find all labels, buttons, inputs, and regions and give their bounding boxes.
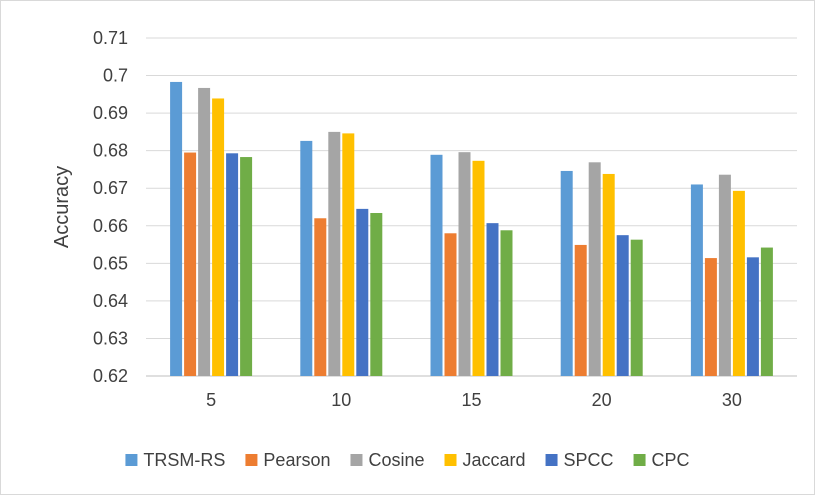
bar-trsm-rs-10 bbox=[300, 140, 313, 376]
bar-trsm-rs-30 bbox=[690, 184, 703, 376]
bar-trsm-rs-20 bbox=[560, 170, 573, 376]
legend-swatch bbox=[444, 454, 457, 466]
x-tick-label: 5 bbox=[206, 390, 216, 410]
x-tick-label: 30 bbox=[722, 390, 742, 410]
legend-label: SPCC bbox=[564, 450, 614, 470]
legend-label: Jaccard bbox=[463, 450, 526, 470]
y-tick-label: 0.7 bbox=[103, 66, 128, 86]
bar-jaccard-20 bbox=[602, 173, 615, 376]
bar-pearson-30 bbox=[704, 258, 717, 376]
bar-spcc-5 bbox=[226, 153, 239, 376]
bar-cosine-5 bbox=[198, 87, 211, 377]
legend: TRSM-RS Pearson Cosine Jaccard SPCC CPC bbox=[125, 450, 690, 470]
bar-cpc-20 bbox=[630, 239, 643, 376]
x-tick-label: 15 bbox=[461, 390, 481, 410]
legend-item-trsm-rs: TRSM-RS bbox=[125, 450, 225, 470]
y-tick-label: 0.66 bbox=[93, 216, 128, 236]
bar-jaccard-15 bbox=[472, 160, 485, 376]
y-tick-label: 0.69 bbox=[93, 103, 128, 123]
legend-swatch bbox=[545, 454, 558, 466]
bar-jaccard-30 bbox=[732, 190, 745, 376]
x-tick-label: 20 bbox=[592, 390, 612, 410]
bar-cosine-30 bbox=[718, 174, 731, 376]
bars bbox=[170, 81, 773, 377]
bar-pearson-5 bbox=[184, 152, 197, 376]
bar-cpc-15 bbox=[500, 230, 513, 376]
y-tick-label: 0.63 bbox=[93, 328, 128, 348]
y-tick-label: 0.67 bbox=[93, 178, 128, 198]
y-tick-label: 0.65 bbox=[93, 253, 128, 273]
bar-pearson-10 bbox=[314, 218, 327, 376]
legend-item-cosine: Cosine bbox=[350, 450, 425, 470]
bar-trsm-rs-5 bbox=[170, 81, 183, 376]
legend-swatch bbox=[245, 454, 258, 466]
legend-item-cpc: CPC bbox=[633, 450, 690, 470]
legend-item-pearson: Pearson bbox=[245, 450, 330, 470]
bar-cosine-10 bbox=[328, 131, 341, 376]
y-tick-label: 0.64 bbox=[93, 291, 128, 311]
bar-cpc-5 bbox=[240, 157, 253, 376]
bar-spcc-10 bbox=[356, 208, 369, 376]
bar-pearson-20 bbox=[574, 244, 587, 376]
legend-label: CPC bbox=[652, 450, 690, 470]
y-tick-label: 0.62 bbox=[93, 366, 128, 386]
bar-cosine-15 bbox=[458, 152, 471, 376]
x-tick-label: 10 bbox=[331, 390, 351, 410]
legend-label: Cosine bbox=[368, 450, 424, 470]
y-axis-title: Accuracy bbox=[51, 166, 73, 248]
bar-spcc-15 bbox=[486, 223, 499, 376]
gridlines bbox=[146, 37, 797, 377]
y-tick-labels: 0.62 0.63 0.64 0.65 0.66 0.67 0.68 0.69 0.7 0.71 bbox=[93, 28, 128, 386]
bar-spcc-20 bbox=[616, 235, 629, 376]
y-tick-label: 0.68 bbox=[93, 141, 128, 161]
bar-trsm-rs-15 bbox=[430, 154, 443, 376]
bar-cpc-30 bbox=[760, 247, 773, 376]
legend-label: TRSM-RS bbox=[143, 450, 225, 470]
bar-cpc-10 bbox=[370, 213, 383, 376]
bar-pearson-15 bbox=[444, 233, 457, 376]
x-tick-labels: 5 10 15 20 30 bbox=[206, 390, 742, 410]
legend-swatch bbox=[350, 454, 363, 466]
legend-item-jaccard: Jaccard bbox=[444, 450, 526, 470]
y-tick-label: 0.71 bbox=[93, 28, 128, 48]
bar-spcc-30 bbox=[746, 257, 759, 376]
bar-jaccard-10 bbox=[342, 133, 355, 376]
legend-label: Pearson bbox=[263, 450, 330, 470]
legend-swatch bbox=[125, 454, 138, 466]
legend-swatch bbox=[633, 454, 646, 466]
bar-jaccard-5 bbox=[212, 98, 225, 376]
bar-cosine-20 bbox=[588, 162, 601, 376]
legend-item-spcc: SPCC bbox=[545, 450, 614, 470]
